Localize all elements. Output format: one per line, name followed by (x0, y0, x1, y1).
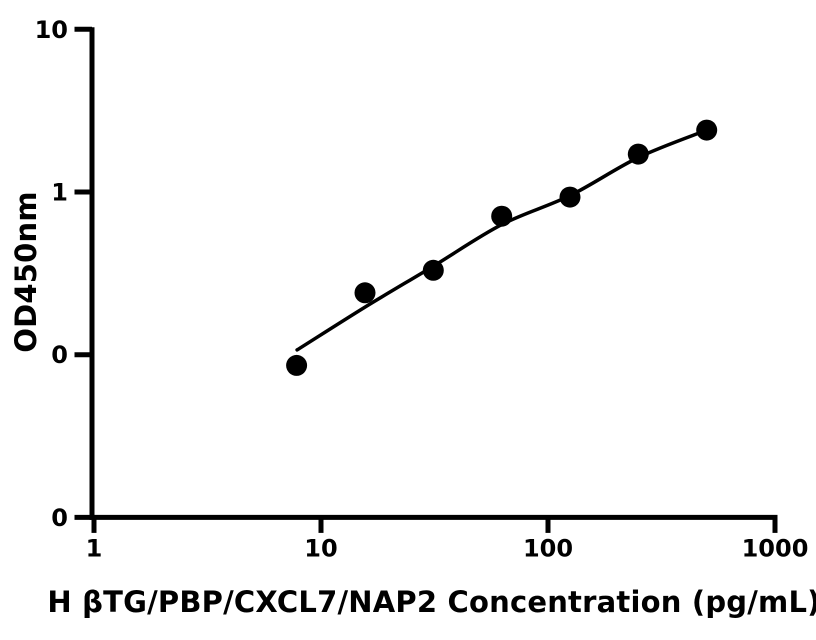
x-axis-title: H βTG/PBP/CXCL7/NAP2 Concentration (pg/m… (47, 585, 816, 619)
data-point (627, 143, 649, 165)
data-point (696, 119, 718, 141)
data-point (354, 282, 376, 304)
data-point (491, 205, 513, 227)
x-tick-label: 10 (304, 534, 337, 562)
x-tick-label: 1000 (742, 534, 809, 562)
data-point (286, 354, 308, 376)
y-tick-label: 10 (35, 16, 68, 44)
x-tick-label: 100 (523, 534, 573, 562)
y-tick-label: 0 (51, 341, 68, 369)
data-point (559, 186, 581, 208)
y-tick-label: 0 (51, 504, 68, 532)
y-axis-title: OD450nm (9, 191, 43, 353)
fit-curve (295, 128, 709, 352)
x-tick-label: 1 (86, 534, 103, 562)
data-point (422, 259, 444, 281)
y-tick-label: 1 (51, 179, 68, 207)
